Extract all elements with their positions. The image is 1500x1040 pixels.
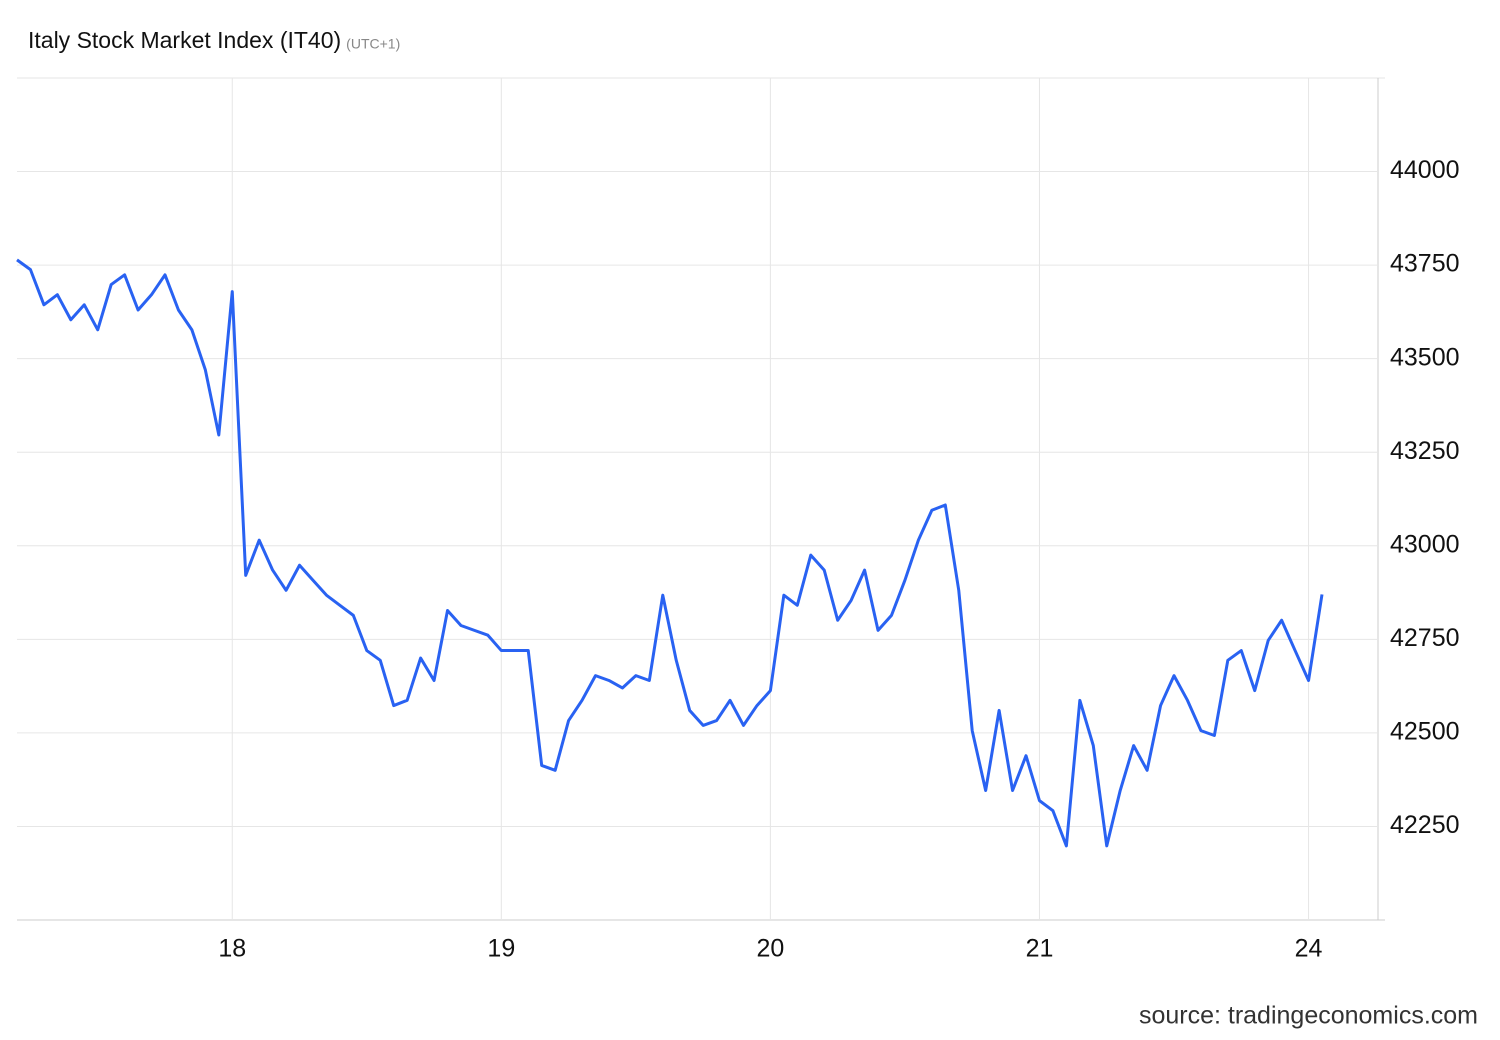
price-line <box>16 258 1324 848</box>
y-tick-label: 43000 <box>1390 530 1460 558</box>
x-tick-label: 21 <box>1026 935 1054 963</box>
y-tick-label: 42500 <box>1390 717 1460 745</box>
chart-subtitle: (UTC+1) <box>346 36 400 52</box>
y-tick-label: 43250 <box>1390 437 1460 465</box>
y-tick-label: 42750 <box>1390 624 1460 652</box>
x-tick-label: 19 <box>487 935 515 963</box>
x-tick-label: 20 <box>756 935 784 963</box>
y-tick-label: 43500 <box>1390 343 1460 371</box>
y-tick-label: 42250 <box>1390 811 1460 839</box>
x-tick-label: 24 <box>1295 935 1323 963</box>
y-tick-label: 44000 <box>1390 156 1460 184</box>
y-tick-label: 43750 <box>1390 250 1460 278</box>
x-tick-label: 18 <box>218 935 246 963</box>
source-note: source: tradingeconomics.com <box>1139 1002 1478 1030</box>
chart-title: Italy Stock Market Index (IT40) <box>28 27 341 53</box>
